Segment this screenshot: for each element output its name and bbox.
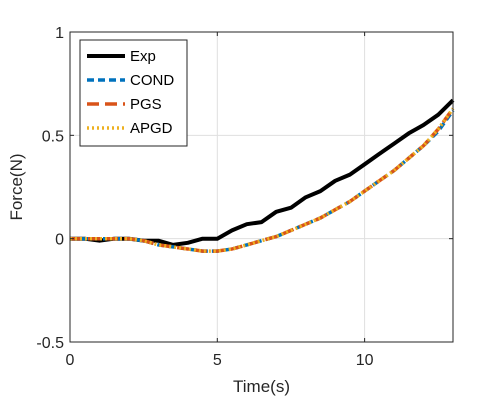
y-tick-label: -0.5 bbox=[36, 335, 64, 352]
x-axis-label: Time(s) bbox=[233, 377, 290, 396]
legend-label: COND bbox=[130, 72, 174, 89]
legend-label: Exp bbox=[130, 48, 156, 65]
series-line-pgs bbox=[70, 107, 455, 253]
legend: Exp COND PGS APGD bbox=[79, 39, 188, 147]
y-tick-label: 0.5 bbox=[42, 128, 64, 145]
y-tick-label: 1 bbox=[55, 25, 64, 42]
series-layer bbox=[70, 98, 455, 253]
y-tick-label: 0 bbox=[55, 232, 64, 249]
legend-label: APGD bbox=[130, 120, 173, 137]
x-tick-label: 5 bbox=[213, 352, 222, 369]
y-axis-label: Force(N) bbox=[7, 153, 26, 220]
ticks: 0 5 10-0.500.51 bbox=[36, 25, 453, 369]
plot-frame bbox=[69, 31, 454, 343]
series-line-cond bbox=[70, 109, 455, 253]
x-tick-label: 10 bbox=[356, 352, 374, 369]
x-tick-label: 0 bbox=[66, 352, 75, 369]
legend-label: PGS bbox=[130, 96, 162, 113]
